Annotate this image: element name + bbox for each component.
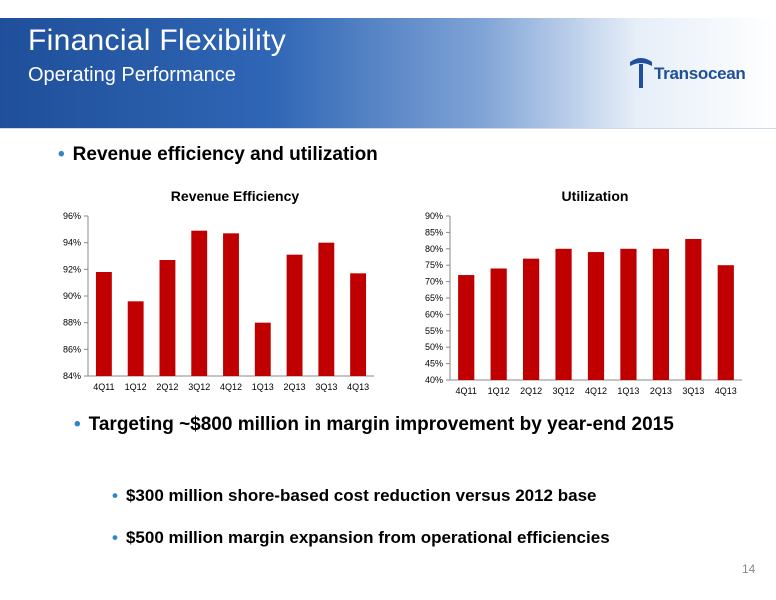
header-banner <box>0 18 776 129</box>
x-tick-label: 4Q12 <box>585 386 607 396</box>
bar-3q12 <box>191 230 208 376</box>
x-tick-label: 4Q13 <box>715 386 737 396</box>
bar-1q13 <box>620 248 637 380</box>
bar-3q13 <box>685 238 702 380</box>
x-tick-label: 2Q13 <box>284 382 306 392</box>
y-tick-label: 85% <box>425 227 443 237</box>
y-tick-label: 55% <box>425 326 443 336</box>
chart-title-utilization: Utilization <box>561 188 629 204</box>
bar-4q13 <box>350 273 367 376</box>
bullet-revenue-efficiency: • Revenue efficiency and utilization <box>58 144 378 166</box>
bar-4q11 <box>458 275 475 380</box>
x-tick-label: 3Q12 <box>188 382 210 392</box>
page-subtitle: Operating Performance <box>28 64 236 86</box>
bullet-dot-icon: • <box>112 486 118 505</box>
page-title: Financial Flexibility <box>28 24 287 57</box>
y-tick-label: 65% <box>425 293 443 303</box>
sub-bullet-1-text: $300 million shore-based cost reduction … <box>125 486 597 505</box>
x-tick-label: 1Q12 <box>125 382 147 392</box>
y-tick-label: 90% <box>63 291 81 301</box>
page-number: 14 <box>742 562 756 576</box>
x-tick-label: 1Q13 <box>252 382 274 392</box>
y-tick-label: 92% <box>63 264 81 274</box>
sub-bullet-margin-expansion: • $500 million margin expansion from oper… <box>112 528 610 548</box>
bar-3q12 <box>555 248 572 380</box>
revenue-efficiency-chart: 84% 86% 88% 90% 92% 94% 96% 4Q11 1Q12 2Q12 3Q12 4Q1… <box>63 211 374 392</box>
utilization-chart: 40% 45% 50% 55% 60% 65% 70% 75% 80% 85% 90% 4Q11 1Q1… <box>425 211 742 396</box>
x-tick-label: 4Q11 <box>456 386 477 396</box>
bar-3q13 <box>318 242 335 376</box>
bar-2q12 <box>159 260 176 376</box>
y-tick-label: 90% <box>425 211 443 221</box>
y-tick-label: 94% <box>63 238 81 248</box>
bar-1q12 <box>127 301 144 376</box>
x-tick-label: 3Q13 <box>315 382 337 392</box>
y-tick-label: 50% <box>425 342 443 352</box>
y-tick-label: 60% <box>425 309 443 319</box>
y-tick-label: 88% <box>63 318 81 328</box>
bar-4q13 <box>717 265 734 380</box>
x-tick-label: 3Q13 <box>682 386 704 396</box>
y-tick-label: 96% <box>63 211 81 221</box>
bullet-margin-target: • Targeting ~$800 million in margin impro… <box>74 412 714 438</box>
bar-1q13 <box>254 322 271 376</box>
bar-2q13 <box>652 248 669 380</box>
x-tick-label: 1Q12 <box>488 386 510 396</box>
bullet-main-text: Revenue efficiency and utilization <box>72 144 378 165</box>
y-tick-label: 40% <box>425 375 443 385</box>
bar-2q12 <box>523 258 540 380</box>
x-tick-label: 2Q13 <box>650 386 672 396</box>
y-tick-label: 75% <box>425 260 443 270</box>
bullet-target-text: Targeting ~$800 million in margin improv… <box>88 414 674 435</box>
y-tick-label: 86% <box>63 344 81 354</box>
x-tick-label: 4Q12 <box>220 382 242 392</box>
bar-1q12 <box>490 268 507 380</box>
y-tick-label: 84% <box>63 371 81 381</box>
bar-4q12 <box>223 233 239 376</box>
bar-4q12 <box>587 252 605 380</box>
bullet-dot-icon: • <box>58 144 65 165</box>
x-tick-label: 1Q13 <box>617 386 639 396</box>
sub-bullet-2-text: $500 million margin expansion from opera… <box>125 528 610 547</box>
y-tick-label: 80% <box>425 244 443 254</box>
x-tick-label: 2Q12 <box>520 386 542 396</box>
logo-text: Transocean <box>654 64 746 83</box>
x-tick-label: 4Q13 <box>347 382 369 392</box>
y-tick-label: 45% <box>425 359 443 369</box>
x-tick-label: 3Q12 <box>553 386 575 396</box>
x-tick-label: 2Q12 <box>156 382 178 392</box>
bar-4q11 <box>95 272 112 376</box>
bullet-dot-icon: • <box>74 414 81 435</box>
logo-mark-icon <box>630 58 652 88</box>
company-logo: Transocean <box>628 56 768 90</box>
bullet-dot-icon: • <box>112 528 118 547</box>
bar-2q13 <box>286 254 303 376</box>
x-tick-label: 4Q11 <box>93 382 114 392</box>
y-tick-label: 70% <box>425 277 443 287</box>
chart-title-revenue-efficiency: Revenue Efficiency <box>170 188 300 204</box>
sub-bullet-cost-reduction: • $300 million shore-based cost reduction… <box>112 486 596 506</box>
